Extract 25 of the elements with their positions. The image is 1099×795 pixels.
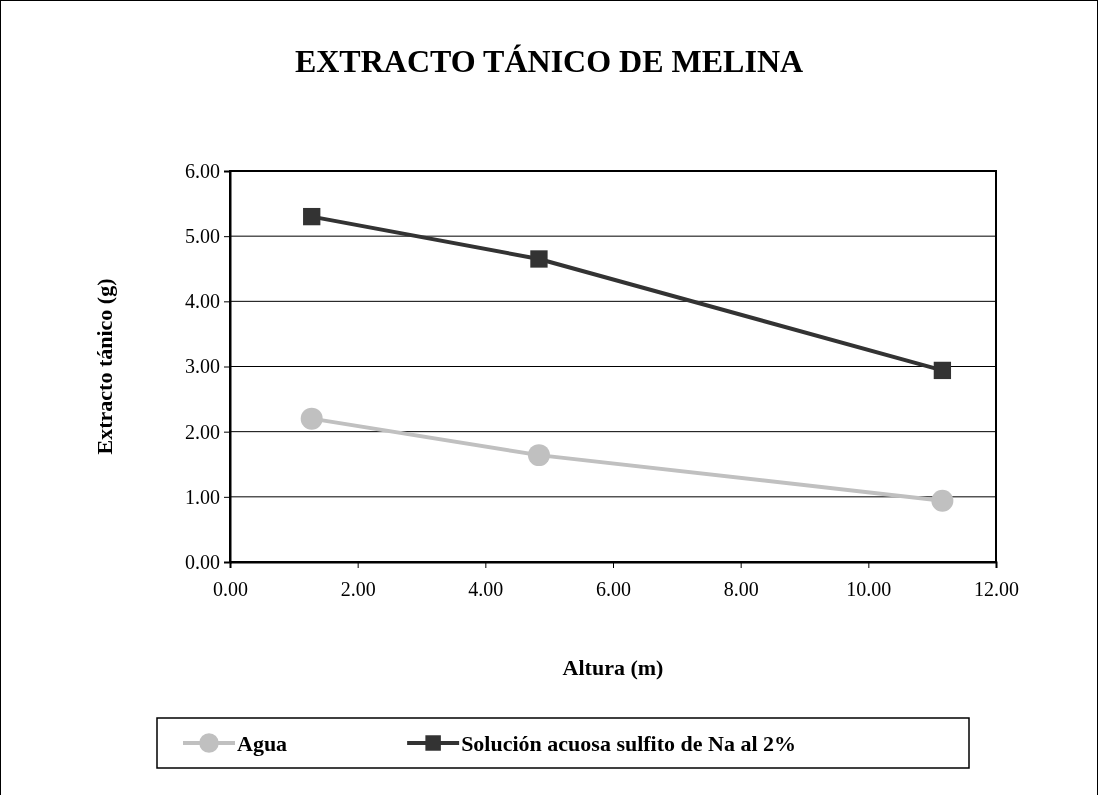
x-tick-label: 12.00 (974, 578, 1019, 601)
y-axis-title: Extracto tánico (g) (92, 278, 117, 455)
chart-title: EXTRACTO TÁNICO DE MELINA (294, 43, 804, 79)
x-tick-label: 2.00 (340, 578, 376, 601)
legend-label: Agua (237, 731, 288, 756)
y-tick-label: 2.00 (185, 420, 220, 443)
y-tick-label: 6.00 (185, 159, 220, 182)
x-tick-label: 4.00 (468, 578, 504, 601)
y-tick-label: 5.00 (185, 225, 220, 248)
x-tick-label: 10.00 (846, 578, 892, 601)
x-tick-label: 0.00 (213, 578, 248, 601)
point (303, 207, 321, 226)
point (527, 444, 550, 467)
x-tick-label: 8.00 (723, 578, 759, 601)
y-tick-label: 1.00 (185, 485, 220, 508)
point (300, 407, 323, 430)
point (931, 489, 954, 512)
y-tick-label: 0.00 (185, 550, 220, 573)
y-tick-label: 3.00 (185, 355, 220, 378)
point (530, 250, 548, 268)
y-tick-label: 4.00 (185, 290, 220, 313)
x-axis-title: Altura (m) (562, 655, 664, 680)
point (933, 361, 952, 380)
x-tick-label: 6.00 (596, 578, 631, 601)
legend-label: Solución acuosa sulfito de Na al 2% (461, 731, 797, 756)
